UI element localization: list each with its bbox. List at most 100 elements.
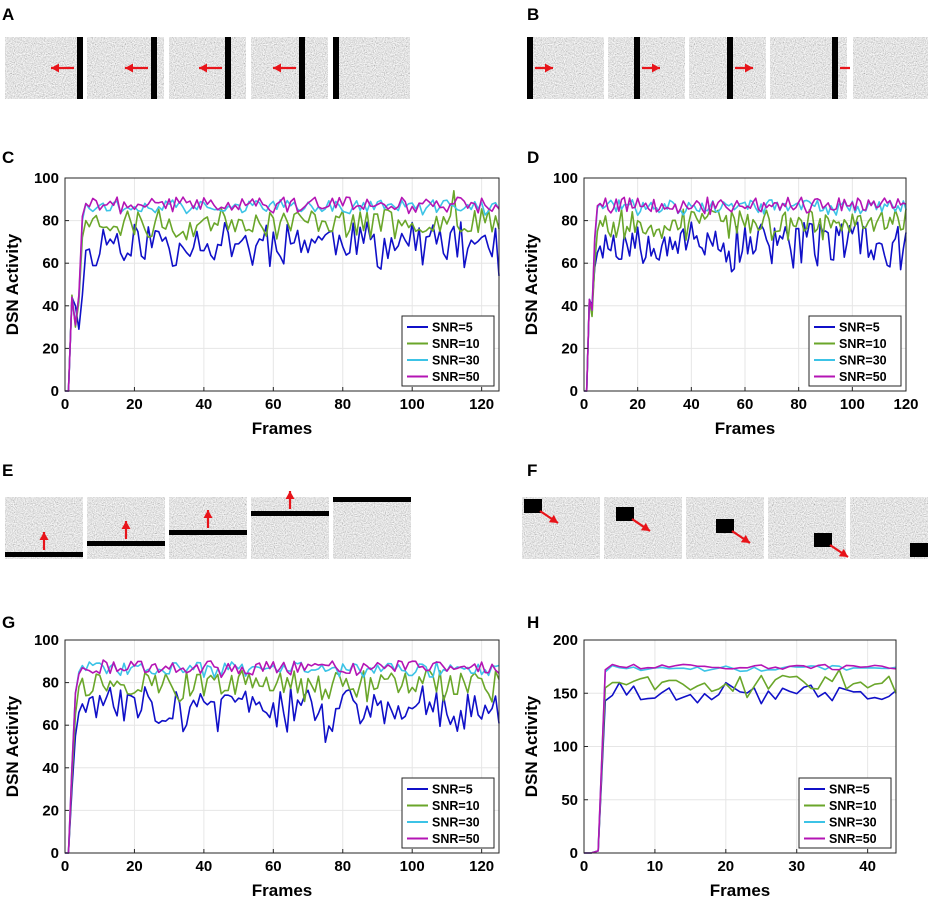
y-tick-label: 20 (561, 340, 578, 357)
x-tick-label: 0 (61, 396, 69, 413)
y-tick-label: 100 (34, 170, 59, 187)
y-tick-label: 0 (570, 383, 578, 400)
y-tick-label: 40 (42, 760, 59, 777)
stimulus-frame-noise (851, 37, 928, 99)
moving-bar (5, 552, 83, 557)
x-tick-label: 20 (717, 858, 734, 875)
stimulus-strip-f (522, 497, 928, 559)
x-tick-label: 120 (469, 396, 494, 413)
y-tick-label: 80 (561, 213, 578, 230)
y-tick-label: 40 (42, 298, 59, 315)
moving-square (716, 519, 734, 533)
moving-bar (225, 37, 231, 99)
legend-label: SNR=50 (829, 832, 877, 846)
x-axis-label: Frames (715, 419, 775, 438)
legend: SNR=5 SNR=10 SNR=30 SNR=50 (402, 778, 494, 848)
moving-bar (832, 37, 838, 99)
y-tick-label: 20 (42, 802, 59, 819)
moving-square (910, 543, 928, 557)
stimulus-strip-e (5, 491, 411, 559)
stimulus-frame-noise (768, 497, 846, 559)
moving-bar (169, 530, 247, 535)
moving-bar (77, 37, 83, 99)
legend-label: SNR=10 (829, 799, 877, 813)
moving-bar (299, 37, 305, 99)
panel-label-b: B (527, 5, 539, 24)
y-tick-label: 0 (51, 845, 59, 862)
moving-bar (333, 37, 339, 99)
x-tick-label: 20 (126, 858, 143, 875)
legend-label: SNR=5 (839, 321, 880, 335)
panel-label-f: F (527, 461, 537, 480)
panel-label-e: E (2, 461, 13, 480)
x-tick-label: 10 (647, 858, 664, 875)
y-axis-label: DSN Activity (522, 233, 541, 335)
chart-c: 0 20 40 60 80 100 120 0 20 40 60 80 100 Frames DSN Act… (3, 170, 499, 438)
chart-d: 0 20 40 60 80 100 120 0 20 40 60 80 100 Frames DSN Act… (522, 170, 919, 438)
legend-label: SNR=10 (839, 337, 887, 351)
x-tick-label: 60 (265, 396, 282, 413)
panel-label-c: C (2, 148, 14, 167)
moving-square (814, 533, 832, 547)
legend-label: SNR=5 (432, 321, 473, 335)
y-tick-label: 40 (561, 298, 578, 315)
x-tick-label: 60 (265, 858, 282, 875)
x-axis-label: Frames (710, 881, 770, 900)
y-tick-label: 200 (553, 632, 578, 649)
moving-square (524, 499, 542, 513)
y-tick-label: 100 (553, 170, 578, 187)
legend-label: SNR=30 (839, 354, 887, 368)
panel-label-a: A (2, 5, 14, 24)
figure-canvas: A B C D E F G H 0 20 40 60 80 100 120020406080… (0, 0, 935, 904)
x-axis-label: Frames (252, 881, 312, 900)
legend-label: SNR=10 (432, 799, 480, 813)
x-tick-label: 80 (334, 396, 351, 413)
x-axis-label: Frames (252, 419, 312, 438)
legend: SNR=5 SNR=10 SNR=30 SNR=50 (402, 316, 494, 386)
chart-h: 0 10 20 30 40 0 50 100 150 200 Frames DSN Activity S… (522, 632, 896, 900)
legend: SNR=5 SNR=10 SNR=30 SNR=50 (799, 778, 891, 848)
y-tick-label: 60 (42, 717, 59, 734)
x-tick-label: 80 (334, 858, 351, 875)
moving-bar (151, 37, 157, 99)
legend-label: SNR=10 (432, 337, 480, 351)
stimulus-strip-a (5, 37, 410, 99)
x-tick-label: 40 (196, 858, 213, 875)
legend-label: SNR=50 (839, 370, 887, 384)
frame-gap (850, 37, 853, 99)
x-tick-label: 20 (629, 396, 646, 413)
moving-bar (727, 37, 733, 99)
x-tick-label: 20 (126, 396, 143, 413)
x-tick-label: 30 (788, 858, 805, 875)
moving-bar (333, 497, 411, 502)
x-tick-label: 100 (400, 396, 425, 413)
legend-label: SNR=5 (432, 783, 473, 797)
stimulus-frame-noise (333, 497, 411, 559)
y-axis-label: DSN Activity (3, 233, 22, 335)
y-tick-label: 50 (561, 792, 578, 809)
x-tick-label: 40 (859, 858, 876, 875)
x-tick-label: 80 (790, 396, 807, 413)
y-tick-label: 80 (42, 213, 59, 230)
x-tick-label: 40 (683, 396, 700, 413)
moving-bar (87, 541, 165, 546)
moving-bar (527, 37, 533, 99)
panel-label-d: D (527, 148, 539, 167)
legend: SNR=5 SNR=10 SNR=30 SNR=50 (809, 316, 901, 386)
y-tick-label: 100 (34, 632, 59, 649)
y-tick-label: 0 (51, 383, 59, 400)
x-tick-label: 0 (61, 858, 69, 875)
panel-label-g: G (2, 613, 15, 632)
moving-bar (634, 37, 640, 99)
legend-label: SNR=50 (432, 370, 480, 384)
x-tick-label: 0 (580, 858, 588, 875)
moving-square (616, 507, 634, 521)
y-tick-label: 100 (553, 739, 578, 756)
y-tick-label: 20 (42, 340, 59, 357)
y-tick-label: 150 (553, 685, 578, 702)
moving-bar (251, 511, 329, 516)
chart-g: 0 20 40 60 80 100 120 0 20 40 60 80 100 Frames DSN Act… (3, 632, 499, 900)
y-tick-label: 60 (561, 255, 578, 272)
x-tick-label: 100 (840, 396, 865, 413)
legend-label: SNR=30 (432, 354, 480, 368)
